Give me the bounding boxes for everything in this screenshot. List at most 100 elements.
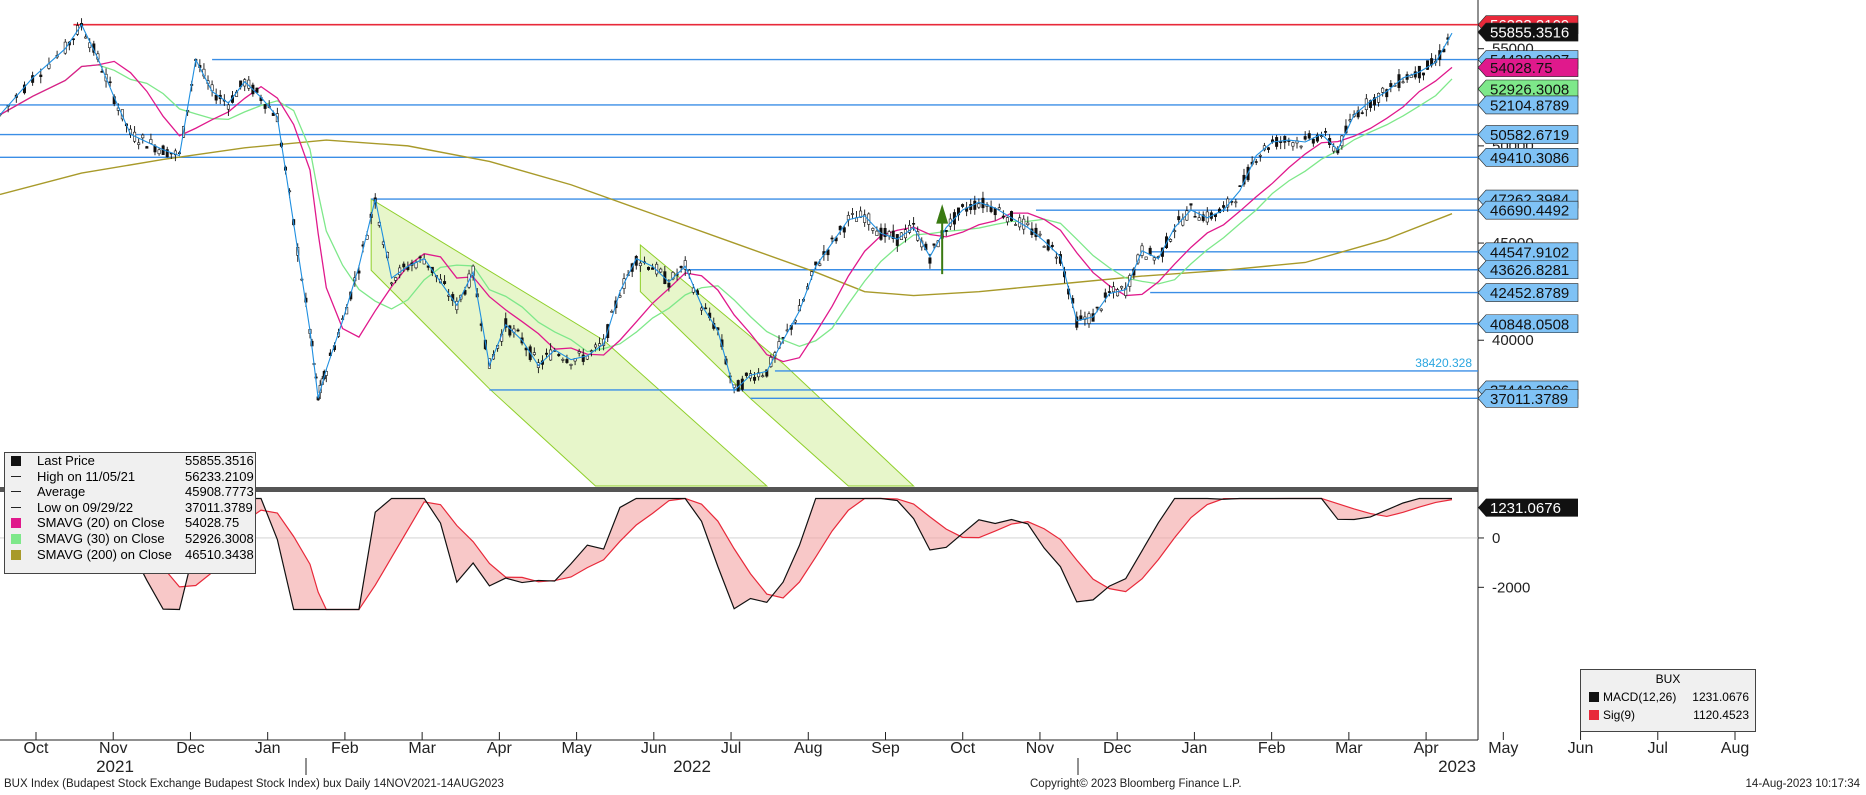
axis-tag-box bbox=[1477, 314, 1579, 334]
candle-body bbox=[1311, 138, 1315, 144]
panel-divider bbox=[0, 487, 1478, 492]
candle-body bbox=[961, 204, 965, 207]
axis-tag: 40848.0508 bbox=[1477, 314, 1579, 334]
candle-body bbox=[1189, 203, 1193, 206]
axis-tag-box bbox=[1477, 200, 1579, 220]
axis-tag: 42452.8789 bbox=[1477, 283, 1579, 302]
candle-body bbox=[1124, 287, 1128, 296]
candle-body bbox=[1319, 135, 1323, 137]
x-tick-label: Jun bbox=[1568, 740, 1594, 757]
x-tick-label: Jan bbox=[1182, 740, 1208, 757]
candle-body bbox=[1148, 247, 1152, 255]
axis-tag-label: 54028.75 bbox=[1490, 60, 1553, 77]
sma20-line bbox=[0, 60, 1453, 363]
candle-body bbox=[226, 104, 230, 110]
candle-body bbox=[357, 270, 361, 274]
candle-body bbox=[149, 139, 153, 144]
average-marker-icon bbox=[11, 491, 21, 493]
candle-body bbox=[418, 256, 422, 259]
candle-body bbox=[1426, 60, 1430, 70]
axis-tag-box bbox=[1477, 58, 1579, 77]
candle-body bbox=[1010, 211, 1014, 222]
candle-body bbox=[1152, 257, 1156, 261]
legend-low: Low on 09/29/22 37011.3789 bbox=[5, 500, 255, 516]
candle-body bbox=[651, 267, 655, 270]
candle-body bbox=[1385, 89, 1389, 98]
candle-body bbox=[1193, 215, 1197, 218]
candle-body bbox=[887, 231, 891, 237]
candle-body bbox=[255, 87, 259, 93]
candle-body bbox=[1058, 254, 1062, 264]
candle-body bbox=[1005, 217, 1009, 223]
axis-tag-label: 50582.6719 bbox=[1490, 127, 1569, 144]
candle-body bbox=[1315, 134, 1319, 142]
legend-swatch-icon bbox=[11, 533, 21, 544]
candle-body bbox=[1087, 313, 1091, 324]
candle-body bbox=[569, 363, 573, 366]
macd-legend: BUX MACD(12,26) 1231.0676 Sig(9) 1120.45… bbox=[1580, 669, 1756, 732]
candle-body bbox=[1377, 92, 1381, 103]
macd-line bbox=[32, 497, 1452, 611]
axis-tag-box bbox=[1477, 283, 1579, 302]
candle-body bbox=[263, 104, 267, 109]
candle-body bbox=[744, 372, 748, 376]
x-tick-label: Apr bbox=[1414, 740, 1440, 757]
legend-high: High on 11/05/21 56233.2109 bbox=[5, 469, 255, 485]
x-tick-label: Feb bbox=[331, 740, 359, 757]
candle-body bbox=[757, 372, 761, 378]
candle-body bbox=[993, 208, 997, 216]
candle-body bbox=[944, 229, 948, 232]
candle-body bbox=[1222, 205, 1226, 208]
x-tick-label: Oct bbox=[24, 740, 49, 757]
candle-body bbox=[683, 260, 687, 270]
x-tick-label: Aug bbox=[1721, 740, 1749, 757]
x-tick-label: May bbox=[561, 740, 591, 757]
price-panel: 4000045000500005500038420.32856233.21095… bbox=[0, 0, 1579, 740]
candle-body bbox=[593, 344, 597, 348]
candle-body bbox=[700, 307, 704, 311]
candle-body bbox=[932, 243, 936, 246]
candle-body bbox=[891, 230, 895, 240]
candle-body bbox=[1026, 222, 1030, 226]
candle-body bbox=[1360, 112, 1364, 114]
candle-body bbox=[1258, 155, 1262, 157]
candle-body bbox=[1332, 146, 1336, 152]
candle-body bbox=[1050, 244, 1054, 247]
y-tick-label: 40000 bbox=[1492, 332, 1534, 349]
candle-body bbox=[875, 230, 879, 236]
axis-tag-box bbox=[1477, 260, 1579, 280]
candle-body bbox=[516, 329, 520, 332]
year-label: 2022 bbox=[673, 757, 711, 776]
candle-body bbox=[883, 227, 887, 237]
candle-body bbox=[1095, 306, 1099, 309]
axis-tag: 50582.6719 bbox=[1477, 125, 1579, 144]
axis-tag-label: 37011.3789 bbox=[1490, 391, 1568, 408]
candle-body bbox=[1373, 97, 1377, 106]
candle-body bbox=[1299, 145, 1303, 148]
macd-panel: 0 -2000 1231.0676 bbox=[0, 497, 1578, 741]
candle-body bbox=[1381, 87, 1385, 93]
candle-body bbox=[1291, 142, 1295, 147]
candle-body bbox=[1107, 291, 1111, 293]
candle-body bbox=[1144, 256, 1148, 260]
candle-body bbox=[577, 351, 581, 354]
axis-tag-label: 52104.8789 bbox=[1490, 97, 1569, 114]
candle-body bbox=[908, 224, 912, 233]
candle-body bbox=[1177, 216, 1181, 221]
candle-body bbox=[402, 263, 406, 268]
candle-body bbox=[532, 352, 536, 356]
candle-body bbox=[1197, 217, 1201, 221]
candle-body bbox=[753, 376, 757, 381]
candle-body bbox=[704, 307, 708, 310]
sma30-line bbox=[0, 64, 1453, 353]
signal-line bbox=[32, 497, 1453, 611]
axis-tag-label: 40848.0508 bbox=[1490, 316, 1569, 333]
legend-swatch-icon bbox=[11, 518, 21, 529]
candle-body bbox=[912, 223, 916, 225]
x-tick-label: May bbox=[1488, 740, 1518, 757]
legend-last-price: Last Price 55855.3516 bbox=[5, 453, 255, 469]
candle-body bbox=[581, 354, 585, 362]
candle-body bbox=[1254, 161, 1258, 163]
up-arrow-icon bbox=[936, 204, 949, 224]
